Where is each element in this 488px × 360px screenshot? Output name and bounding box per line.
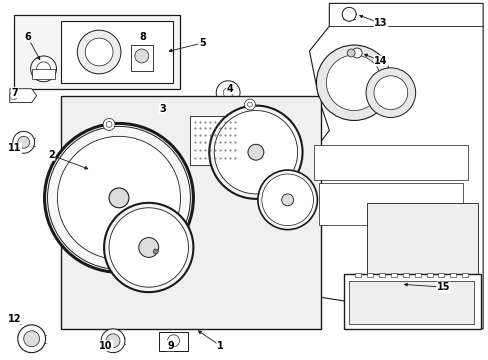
- Bar: [426, 273, 432, 277]
- Circle shape: [209, 105, 302, 199]
- Circle shape: [346, 49, 354, 57]
- Circle shape: [106, 121, 112, 127]
- Polygon shape: [10, 89, 37, 103]
- Circle shape: [47, 126, 190, 269]
- Bar: [354, 273, 360, 277]
- Circle shape: [223, 88, 233, 98]
- Circle shape: [18, 325, 45, 353]
- Bar: [344, 274, 480, 329]
- Text: 8: 8: [139, 32, 146, 42]
- Circle shape: [10, 92, 18, 100]
- Circle shape: [101, 329, 124, 353]
- Bar: [32, 69, 55, 79]
- Text: 10: 10: [99, 341, 113, 351]
- Circle shape: [325, 55, 381, 111]
- Circle shape: [135, 49, 148, 63]
- Circle shape: [44, 123, 193, 272]
- Circle shape: [13, 131, 35, 153]
- Circle shape: [366, 68, 415, 117]
- Circle shape: [37, 62, 50, 76]
- Circle shape: [18, 136, 30, 148]
- Circle shape: [351, 48, 361, 58]
- Bar: [319, 183, 462, 225]
- Circle shape: [257, 170, 317, 230]
- Text: 11: 11: [8, 143, 21, 153]
- Circle shape: [167, 335, 179, 347]
- Circle shape: [111, 98, 127, 113]
- Text: 12: 12: [8, 314, 21, 324]
- Bar: [61, 96, 321, 329]
- Text: 4: 4: [226, 84, 233, 94]
- Polygon shape: [61, 21, 172, 83]
- Text: 3: 3: [159, 104, 165, 113]
- Bar: [190, 116, 244, 165]
- Circle shape: [281, 194, 293, 206]
- Text: 15: 15: [436, 282, 449, 292]
- Circle shape: [244, 99, 255, 110]
- Bar: [438, 273, 444, 277]
- Circle shape: [115, 102, 122, 109]
- Bar: [414, 273, 420, 277]
- Polygon shape: [304, 3, 482, 329]
- Circle shape: [57, 136, 180, 260]
- Circle shape: [247, 144, 264, 160]
- Circle shape: [214, 111, 297, 194]
- Circle shape: [139, 238, 158, 257]
- Text: 6: 6: [24, 32, 31, 42]
- Circle shape: [216, 81, 240, 105]
- Circle shape: [316, 45, 391, 121]
- Text: 14: 14: [373, 56, 387, 66]
- Circle shape: [373, 76, 407, 109]
- Circle shape: [262, 174, 313, 226]
- Circle shape: [109, 188, 129, 208]
- Bar: [158, 332, 188, 351]
- Bar: [131, 45, 152, 71]
- Circle shape: [77, 30, 121, 74]
- Bar: [402, 273, 408, 277]
- Bar: [366, 203, 477, 294]
- Text: 2: 2: [48, 150, 55, 160]
- Text: 5: 5: [199, 38, 205, 48]
- Circle shape: [247, 102, 252, 107]
- Bar: [449, 273, 455, 277]
- Text: 7: 7: [11, 88, 18, 98]
- Bar: [348, 281, 473, 324]
- Circle shape: [85, 38, 113, 66]
- Text: 9: 9: [167, 341, 174, 351]
- Circle shape: [153, 249, 158, 254]
- Circle shape: [109, 208, 188, 287]
- Circle shape: [24, 331, 40, 347]
- Bar: [14, 15, 180, 89]
- Bar: [366, 273, 372, 277]
- Bar: [461, 273, 468, 277]
- Bar: [218, 96, 238, 105]
- Bar: [390, 273, 396, 277]
- Circle shape: [106, 334, 120, 348]
- Text: 1: 1: [216, 341, 223, 351]
- Circle shape: [104, 203, 193, 292]
- Circle shape: [103, 118, 115, 130]
- Circle shape: [31, 56, 56, 82]
- Bar: [378, 273, 384, 277]
- Circle shape: [342, 7, 355, 21]
- Text: 13: 13: [373, 18, 387, 28]
- Bar: [314, 145, 468, 180]
